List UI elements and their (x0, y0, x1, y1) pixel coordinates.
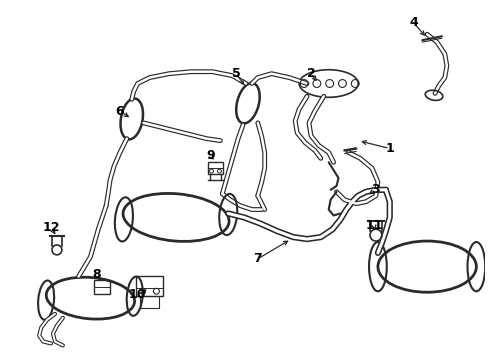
Text: 3: 3 (371, 183, 380, 196)
Text: 9: 9 (206, 149, 214, 162)
Text: 1: 1 (385, 142, 393, 155)
Text: 11: 11 (365, 219, 382, 232)
Text: 6: 6 (115, 105, 124, 118)
Text: 12: 12 (42, 221, 60, 234)
Bar (94, 280, 110, 294)
Text: 7: 7 (253, 252, 262, 265)
Text: 8: 8 (92, 268, 101, 281)
Bar (140, 296, 159, 308)
Text: 10: 10 (129, 288, 146, 301)
Text: 5: 5 (231, 67, 240, 80)
Text: 2: 2 (306, 67, 315, 80)
Text: 4: 4 (408, 16, 417, 29)
Bar (207, 162, 223, 174)
Bar (136, 276, 163, 296)
